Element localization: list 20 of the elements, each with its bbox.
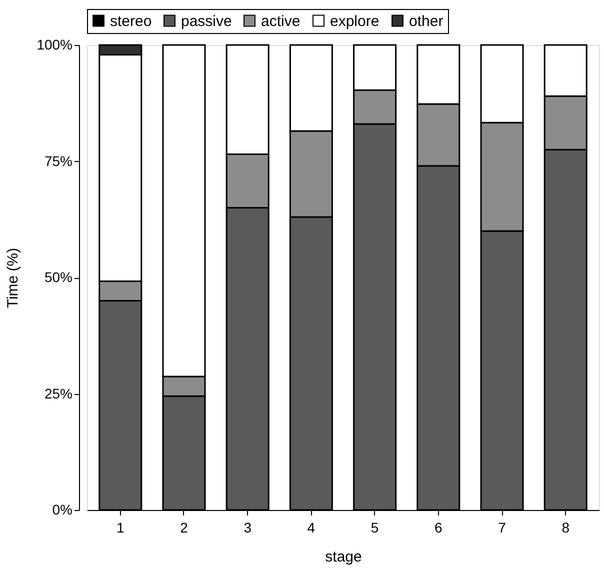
x-axis-title: stage xyxy=(325,548,362,566)
y-tick-label: 0% xyxy=(52,502,72,518)
x-tick-label: 5 xyxy=(370,520,379,536)
x-tick-label: 4 xyxy=(307,520,316,536)
x-tick-label: 6 xyxy=(434,520,443,536)
y-tick-label: 50% xyxy=(44,269,72,285)
y-tick-label: 100% xyxy=(36,36,72,52)
legend-label: other xyxy=(409,12,444,30)
legend-label: passive xyxy=(181,12,232,30)
y-tick-label: 75% xyxy=(44,152,72,169)
x-tick-label: 8 xyxy=(562,520,570,536)
legend-label: explore xyxy=(330,12,380,30)
legend-label: active xyxy=(261,12,300,30)
y-axis-title: Time (%) xyxy=(4,248,22,308)
legend-label: stereo xyxy=(110,12,152,30)
x-tick-label: 7 xyxy=(498,520,506,536)
y-tick-label: 25% xyxy=(44,385,72,402)
x-tick-label: 2 xyxy=(180,520,188,536)
x-tick-label: 3 xyxy=(244,520,252,536)
x-tick-label: 1 xyxy=(116,520,124,536)
